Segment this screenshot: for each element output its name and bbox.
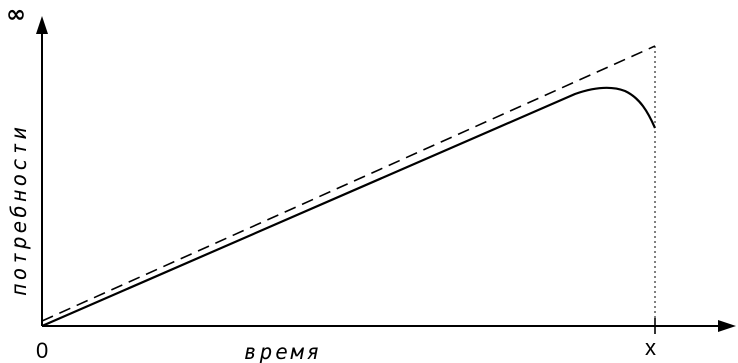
x-axis-arrowhead	[718, 320, 736, 332]
origin-label: 0	[36, 338, 48, 363]
dashed-trend-line	[41, 45, 656, 322]
x-axis-label: время	[244, 340, 322, 363]
y-axis-label: потребности	[7, 124, 31, 296]
needs-curve	[41, 86, 657, 328]
y-axis-arrowhead	[36, 16, 48, 34]
y-axis-infinity-label: ∞	[6, 0, 26, 28]
x-marker-label: x	[645, 335, 656, 360]
